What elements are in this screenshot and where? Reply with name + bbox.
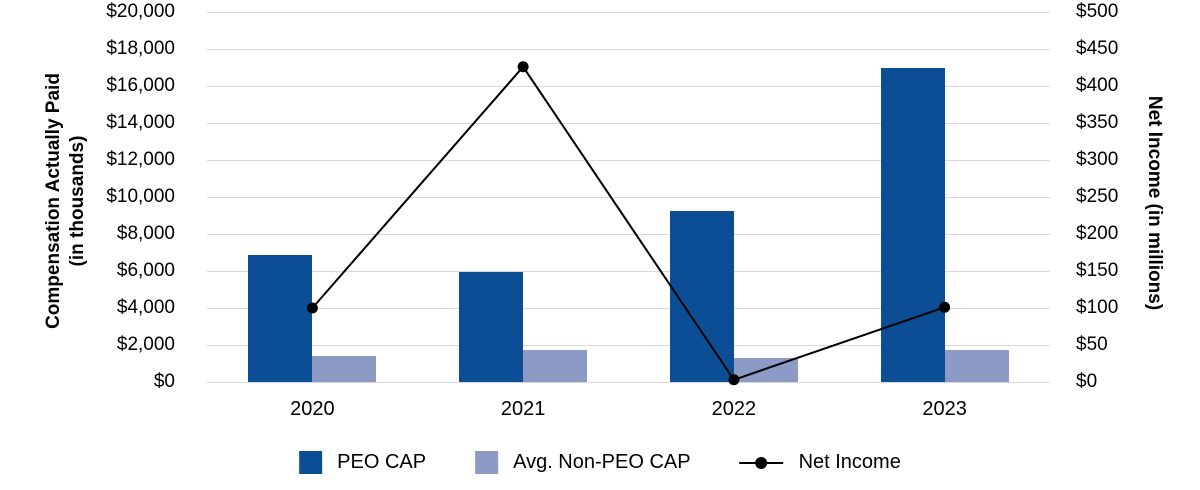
right-axis-tick-label: $150 (1076, 260, 1119, 281)
x-axis-label-2023: 2023 (922, 398, 967, 420)
legend-label-peo-cap: PEO CAP (337, 451, 427, 473)
left-axis-tick-label: $8,000 (116, 223, 175, 244)
net-income-line-layer (306, 61, 951, 386)
bar-peo-cap-2021 (459, 271, 524, 382)
right-axis-tick-label: $450 (1076, 38, 1119, 59)
right-axis-tick-label: $400 (1076, 75, 1119, 96)
bar-avg-non-peo-cap-2020 (312, 356, 377, 382)
x-axis-label-2020: 2020 (290, 398, 335, 420)
x-axis-label-2022: 2022 (711, 398, 757, 420)
x-axis-category-labels: 2020 2021 2022 2023 (207, 398, 1050, 424)
bar-peo-cap-2020 (248, 255, 313, 382)
left-axis-tick-label: $20,000 (106, 1, 175, 22)
left-axis-tick-label: $4,000 (116, 297, 175, 318)
peo-cap-swatch-icon (299, 451, 323, 474)
left-axis-tick-labels: $0 $2,000 $4,000 $6,000 $8,000 $10,000 $12,000… (0, 1, 175, 392)
bars-layer (207, 12, 1050, 382)
net-income-line-marker-icon (739, 456, 784, 469)
right-axis-tick-label: $0 (1076, 371, 1098, 392)
left-axis-tick-label: $18,000 (106, 38, 175, 59)
right-axis-tick-label: $250 (1076, 186, 1119, 207)
gridline (207, 344, 1050, 346)
x-axis-label-2021: 2021 (500, 398, 546, 420)
left-axis-tick-label: $16,000 (106, 75, 175, 96)
legend-item-net-income: Net Income (739, 451, 901, 474)
gridline (207, 48, 1050, 50)
bar-peo-cap-2023 (880, 68, 945, 382)
legend-label-avg-non-peo-cap: Avg. Non-PEO CAP (513, 451, 691, 473)
net-income-point-2023 (939, 301, 951, 313)
gridline (207, 11, 1050, 13)
right-axis-tick-label: $300 (1076, 149, 1119, 170)
left-axis-tick-label: $2,000 (116, 334, 175, 355)
right-axis-tick-label: $200 (1076, 223, 1119, 244)
bar-peo-cap-2022 (669, 210, 734, 382)
legend-item-peo-cap: PEO CAP (299, 451, 426, 474)
avg-non-peo-cap-swatch-icon (475, 451, 499, 474)
gridline (207, 159, 1050, 161)
gridline (207, 196, 1050, 198)
legend: PEO CAP Avg. Non-PEO CAP Net Income (299, 451, 901, 474)
legend-item-avg-non-peo-cap: Avg. Non-PEO CAP (475, 451, 691, 474)
right-axis-tick-label: $100 (1076, 297, 1119, 318)
gridline (207, 85, 1050, 87)
bar-avg-non-peo-cap-2023 (944, 349, 1009, 382)
net-income-line (311, 65, 945, 381)
left-axis-tick-label: $10,000 (106, 186, 175, 207)
left-axis-tick-label: $12,000 (106, 149, 175, 170)
net-income-dot-icon (755, 456, 768, 469)
right-axis-tick-label: $350 (1076, 112, 1119, 133)
right-axis-tick-labels: $0 $50 $100 $150 $200 $250 $300 $350 $400 $450 $50… (1076, 1, 1196, 392)
net-income-point-2022 (728, 374, 740, 386)
gridline (207, 122, 1050, 124)
net-income-point-2021 (517, 61, 529, 73)
net-income-point-2020 (306, 302, 318, 314)
bar-avg-non-peo-cap-2021 (523, 349, 588, 382)
gridline (207, 270, 1050, 272)
left-axis-tick-label: $6,000 (116, 260, 175, 281)
gridline (207, 233, 1050, 235)
right-axis-tick-label: $500 (1076, 1, 1119, 22)
right-axis-title: Net Income (in millions) (1144, 95, 1165, 311)
legend-label-net-income: Net Income (798, 451, 901, 473)
left-axis-tick-label: $14,000 (106, 112, 175, 133)
gridline (207, 381, 1050, 383)
gridline (207, 307, 1050, 309)
right-axis-tick-label: $50 (1076, 334, 1108, 355)
left-axis-tick-label: $0 (153, 371, 175, 392)
plot-area (207, 11, 1050, 386)
